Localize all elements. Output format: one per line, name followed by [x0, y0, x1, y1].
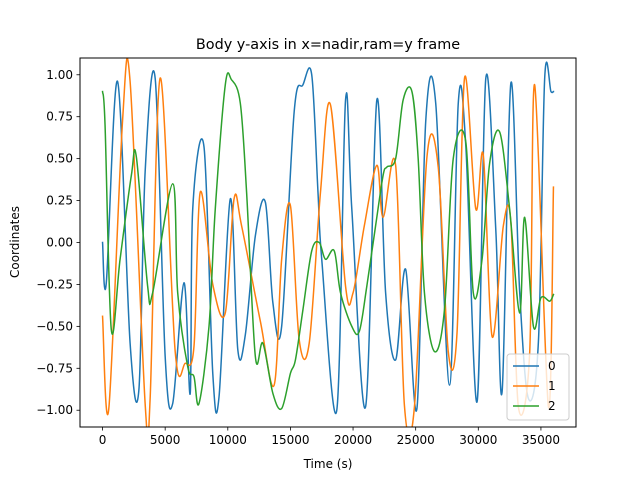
series-line-0: [101, 61, 555, 415]
legend-label-0: 0: [548, 359, 556, 373]
x-tick-label: 20000: [334, 433, 372, 447]
y-tick-label: −0.75: [36, 361, 73, 375]
y-axis: −1.00 −0.75 −0.50 −0.25 0.00 0.25 0.50 0.75 1.00: [36, 68, 80, 417]
y-tick-label: 0.75: [46, 110, 73, 124]
legend-box: [506, 353, 570, 421]
x-tick-label: 35000: [522, 433, 560, 447]
x-tick-label: 15000: [271, 433, 309, 447]
series-line-1: [101, 58, 555, 427]
legend: 0 1 2: [506, 353, 570, 421]
x-tick-label: 25000: [397, 433, 435, 447]
x-axis: 0 5000 10000 15000 20000 25000 30000 35000: [99, 427, 560, 447]
y-tick-label: −1.00: [36, 403, 73, 417]
series-layer: [101, 58, 555, 427]
y-tick-label: 0.50: [46, 152, 73, 166]
x-tick-label: 0: [99, 433, 107, 447]
legend-label-1: 1: [548, 379, 556, 393]
y-tick-label: 0.25: [46, 194, 73, 208]
x-tick-label: 30000: [459, 433, 497, 447]
chart-title: Body y-axis in x=nadir,ram=y frame: [196, 37, 460, 53]
x-axis-label: Time (s): [303, 457, 353, 471]
y-axis-label: Coordinates: [8, 206, 22, 278]
y-tick-label: −0.50: [36, 319, 73, 333]
y-tick-label: 0.00: [46, 236, 73, 250]
y-tick-label: −0.25: [36, 277, 73, 291]
x-tick-label: 10000: [209, 433, 247, 447]
legend-label-2: 2: [548, 399, 556, 413]
series-line-2: [101, 72, 555, 411]
y-tick-label: 1.00: [46, 68, 73, 82]
x-tick-label: 5000: [150, 433, 181, 447]
